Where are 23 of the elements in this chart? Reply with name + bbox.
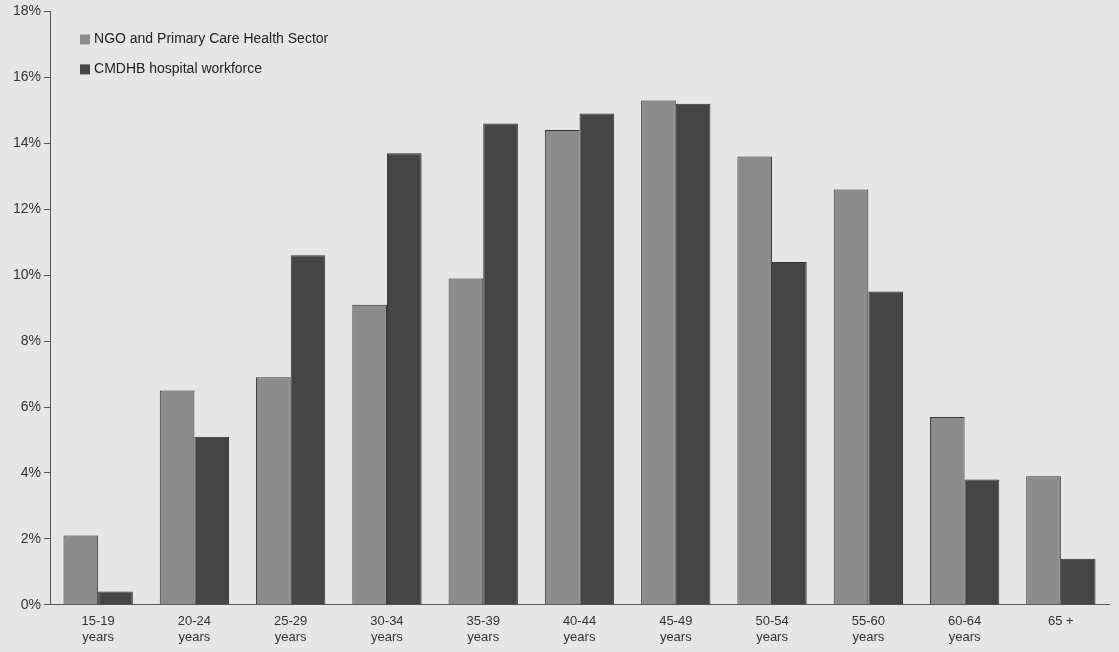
x-tick-label: 20-24 years — [177, 613, 212, 644]
x-tick-label: 30-34 years — [370, 613, 404, 644]
x-tick-label: 40-44 years — [562, 613, 597, 644]
y-tick-label: 8% — [20, 331, 42, 348]
y-tick-label: 6% — [20, 397, 42, 414]
x-tick-label: 35-39 years — [466, 613, 500, 644]
legend-label: CMDHB hospital workforce — [94, 60, 263, 77]
y-tick-label: 4% — [20, 463, 42, 480]
legend-label: NGO and Primary Care Health Sector — [94, 30, 329, 47]
x-tick-label: 15-19 years — [81, 613, 115, 644]
x-tick-label: 55-60 years — [851, 613, 885, 644]
x-tick-label: 45-49 years — [659, 613, 693, 644]
y-tick-label: 0% — [20, 595, 42, 612]
y-tick-label: 2% — [20, 529, 42, 546]
y-tick-label: 18% — [12, 2, 42, 19]
x-tick-label: 60-64 years — [947, 613, 982, 644]
x-tick-label: 65 + — [1048, 613, 1074, 629]
x-tick-label: 25-29 years — [274, 613, 308, 644]
y-tick-label: 12% — [12, 200, 42, 217]
y-tick-label: 14% — [12, 134, 42, 151]
y-tick-label: 16% — [12, 68, 42, 85]
x-tick-label: 50-54 years — [755, 613, 789, 644]
y-tick-label: 10% — [12, 265, 42, 282]
